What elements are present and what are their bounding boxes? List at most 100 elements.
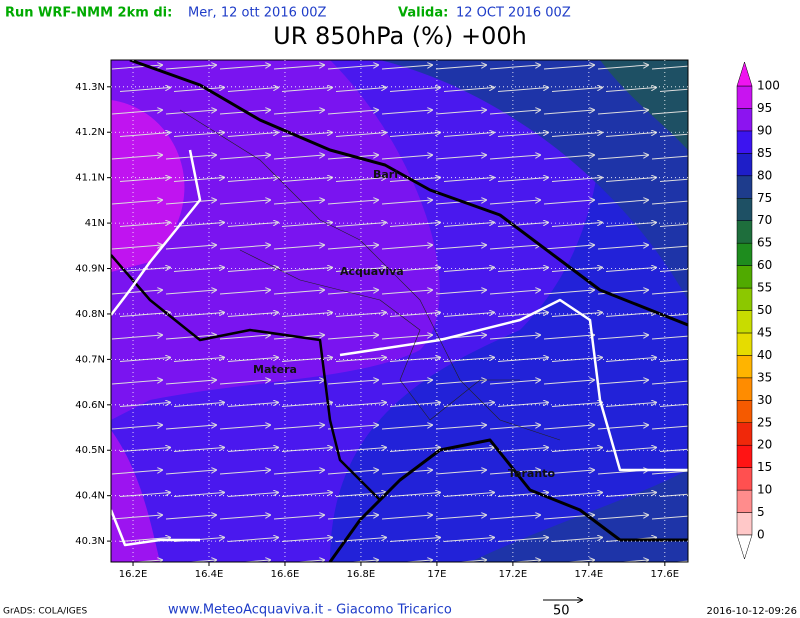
wind-arrow: [173, 493, 224, 497]
colorbar-label: 70: [757, 213, 772, 227]
wind-arrow: [659, 223, 688, 227]
wind-arrow: [111, 380, 162, 385]
wind-arrow: [489, 200, 540, 205]
map-title: UR 850hPa (%) +00h: [273, 22, 527, 50]
wind-arrow: [489, 425, 540, 430]
humidity-field: [111, 60, 688, 562]
field-90: [111, 60, 440, 420]
wind-arrow: [659, 88, 688, 92]
coastline-ionian: [328, 438, 688, 562]
wind-arrow: [273, 470, 324, 475]
wind-arrow: [508, 560, 540, 562]
wind-arrow: [227, 493, 278, 497]
wind-arrow: [543, 200, 594, 205]
wind-arrow: [227, 178, 278, 182]
colorbar-swatch: [736, 265, 753, 289]
wind-arrow: [651, 335, 688, 340]
wind-arrow: [335, 493, 386, 497]
wind-arrow: [435, 290, 486, 295]
wind-arrow: [435, 245, 486, 250]
wind-arrow: [119, 538, 170, 542]
vector-scale-label: 50: [553, 604, 570, 618]
wind-arrow: [489, 380, 540, 385]
colorbar-swatch: [736, 467, 753, 491]
wind-arrow: [651, 200, 688, 205]
wind-arrow: [165, 515, 216, 520]
region-border: [111, 254, 381, 501]
wind-arrow: [651, 380, 688, 385]
wind-arrow: [111, 110, 162, 115]
wind-arrow: [551, 223, 602, 227]
wind-arrow: [119, 178, 170, 182]
x-tick-label: 16.8E: [347, 569, 376, 580]
wind-arrow: [335, 133, 386, 137]
wind-arrow: [281, 313, 332, 317]
x-tick-label: 17.4E: [575, 569, 604, 580]
wind-arrow: [435, 380, 486, 385]
wind-arrow: [605, 493, 656, 497]
wind-arrow: [327, 515, 378, 520]
colorbar-swatch: [736, 489, 753, 513]
colorbar-swatch: [736, 422, 753, 446]
wind-arrow: [435, 425, 486, 430]
wind-arrow: [173, 448, 224, 452]
wind-arrow: [489, 155, 540, 160]
wind-arrow: [165, 245, 216, 250]
wind-arrow: [562, 560, 594, 562]
colorbar-swatch: [736, 287, 753, 311]
colorbar-below: [736, 534, 753, 560]
wind-vectors: [111, 65, 688, 562]
wind-arrow: [497, 133, 548, 137]
wind-arrow: [381, 65, 432, 70]
wind-arrow: [281, 178, 332, 182]
wind-arrow: [543, 245, 594, 250]
wind-arrow: [497, 538, 548, 542]
wind-arrow: [489, 65, 540, 70]
wind-arrow: [227, 268, 278, 272]
wind-arrow: [381, 200, 432, 205]
wind-arrow: [543, 65, 594, 70]
wind-arrow: [443, 448, 494, 452]
wind-arrow: [443, 268, 494, 272]
wind-arrow: [119, 358, 170, 362]
y-tick-label: 40.9N: [75, 264, 105, 275]
wind-arrow: [335, 88, 386, 92]
wind-arrow: [389, 538, 440, 542]
wind-arrow: [119, 448, 170, 452]
wind-arrow: [184, 560, 216, 562]
x-tick-label: 17E: [427, 569, 446, 580]
wind-arrow: [443, 223, 494, 227]
wind-arrow: [111, 200, 162, 205]
wind-arrow: [489, 245, 540, 250]
wind-arrow: [219, 200, 270, 205]
colorbar-swatch: [736, 332, 753, 356]
wind-arrow: [489, 515, 540, 520]
wind-arrow: [659, 448, 688, 452]
field-70: [600, 60, 688, 150]
colorbar-label: 5: [757, 505, 765, 519]
wind-arrow: [659, 133, 688, 137]
wind-arrow: [111, 290, 162, 295]
wind-arrow: [381, 155, 432, 160]
wind-arrow: [381, 245, 432, 250]
wind-arrow: [381, 335, 432, 340]
wind-arrow: [659, 493, 688, 497]
colorbar-swatch: [736, 175, 753, 199]
wind-arrow: [281, 538, 332, 542]
colorbar-swatch: [736, 444, 753, 468]
wind-arrow: [454, 560, 486, 562]
wind-arrow: [327, 290, 378, 295]
wind-arrow: [435, 155, 486, 160]
wind-arrow: [443, 493, 494, 497]
field-85: [330, 60, 688, 562]
wind-arrow: [543, 470, 594, 475]
wind-arrow: [165, 425, 216, 430]
x-tick-label: 17.2E: [499, 569, 528, 580]
wind-arrow: [119, 403, 170, 407]
colorbar-label: 55: [757, 281, 772, 295]
wind-arrow: [659, 358, 688, 362]
wind-arrow: [443, 313, 494, 317]
wind-arrow: [435, 515, 486, 520]
y-tick-label: 40.4N: [75, 491, 105, 502]
wind-arrow: [651, 65, 688, 70]
